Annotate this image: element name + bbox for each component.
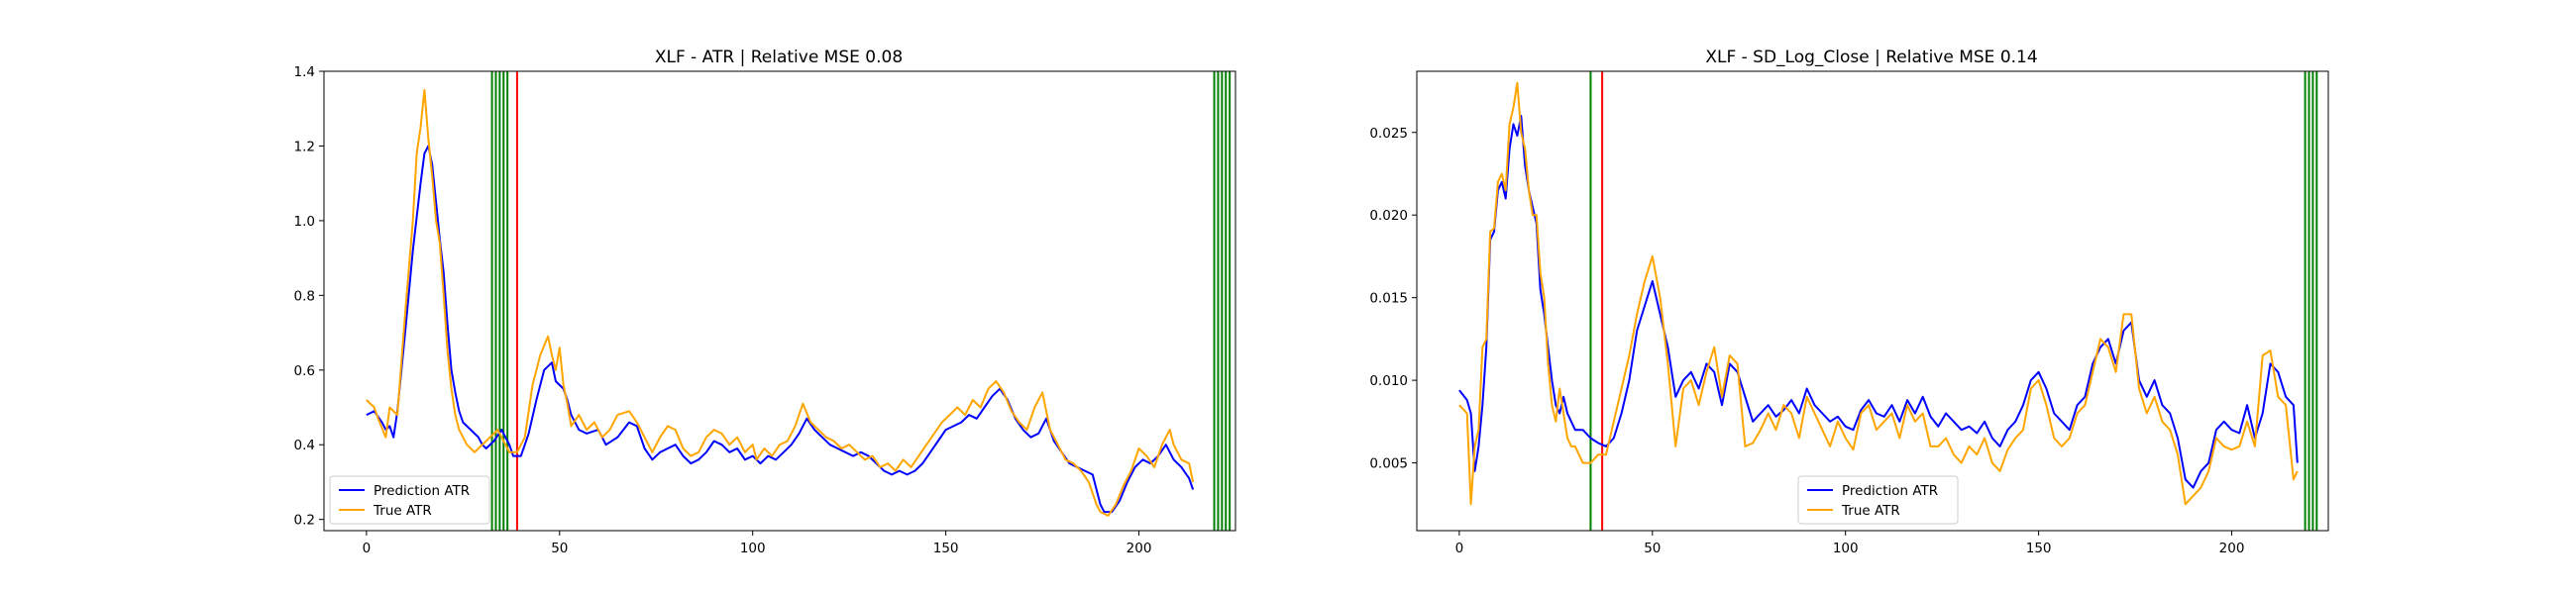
- y-tick-label: 0.4: [294, 438, 315, 453]
- series-line-prediction: [366, 145, 1195, 514]
- x-tick-label: 150: [2026, 541, 2052, 556]
- legend-label: Prediction ATR: [1842, 483, 1938, 499]
- chart-title: XLF - SD_Log_Close | Relative MSE 0.14: [1705, 48, 2037, 67]
- series-lines: [366, 88, 1195, 517]
- x-tick-label: 150: [933, 541, 959, 556]
- x-axis: 0 50 100 150 200: [363, 531, 1152, 556]
- legend: Prediction ATR True ATR: [1797, 475, 1959, 525]
- x-tick-label: 100: [740, 541, 766, 556]
- series-line-true: [1458, 81, 2299, 506]
- chart-sd-log-close: XLF - SD_Log_Close | Relative MSE 0.14 0…: [1369, 48, 2329, 556]
- legend-box: [1797, 475, 1959, 525]
- legend-label: True ATR: [373, 503, 432, 519]
- y-tick-label: 0.020: [1369, 208, 1408, 224]
- y-tick-label: 0.015: [1369, 291, 1408, 307]
- y-tick-label: 1.4: [294, 64, 315, 80]
- y-tick-label: 0.6: [294, 363, 315, 379]
- series-line-true: [366, 88, 1195, 517]
- plot-area: [324, 71, 1235, 531]
- legend-label: True ATR: [1841, 503, 1900, 519]
- marker-lines: [490, 71, 1232, 531]
- plot-frame: [323, 70, 1236, 532]
- x-tick-label: 0: [363, 541, 372, 556]
- x-tick-label: 200: [1127, 541, 1152, 556]
- x-tick-label: 0: [1455, 541, 1464, 556]
- y-axis: 0.005 0.010 0.015 0.020 0.025: [1369, 126, 1417, 472]
- chart-title: XLF - ATR | Relative MSE 0.08: [655, 48, 903, 67]
- series-lines: [1458, 81, 2299, 506]
- x-axis: 0 50 100 150 200: [1455, 531, 2245, 556]
- y-tick-label: 0.8: [294, 288, 315, 304]
- y-tick-label: 0.2: [294, 513, 315, 529]
- series-line-prediction: [1458, 115, 2299, 489]
- y-tick-label: 0.005: [1369, 456, 1408, 472]
- y-tick-label: 1.0: [294, 214, 315, 230]
- chart-atr: XLF - ATR | Relative MSE 0.08 0 50 100 150 2…: [294, 48, 1236, 556]
- x-tick-label: 200: [2219, 541, 2245, 556]
- plot-frame: [1416, 70, 2329, 532]
- y-tick-label: 1.2: [294, 139, 315, 154]
- legend: Prediction ATR True ATR: [329, 475, 490, 525]
- legend-box: [329, 475, 490, 525]
- x-tick-label: 100: [1833, 541, 1859, 556]
- legend-label: Prediction ATR: [374, 483, 470, 499]
- y-tick-label: 0.025: [1369, 126, 1408, 142]
- y-tick-label: 0.010: [1369, 373, 1408, 389]
- x-tick-label: 50: [551, 541, 568, 556]
- x-tick-label: 50: [1644, 541, 1661, 556]
- marker-lines: [1589, 71, 2318, 531]
- y-axis: 0.2 0.4 0.6 0.8 1.0 1.2 1.4: [294, 64, 324, 529]
- plot-area: [1417, 71, 2328, 531]
